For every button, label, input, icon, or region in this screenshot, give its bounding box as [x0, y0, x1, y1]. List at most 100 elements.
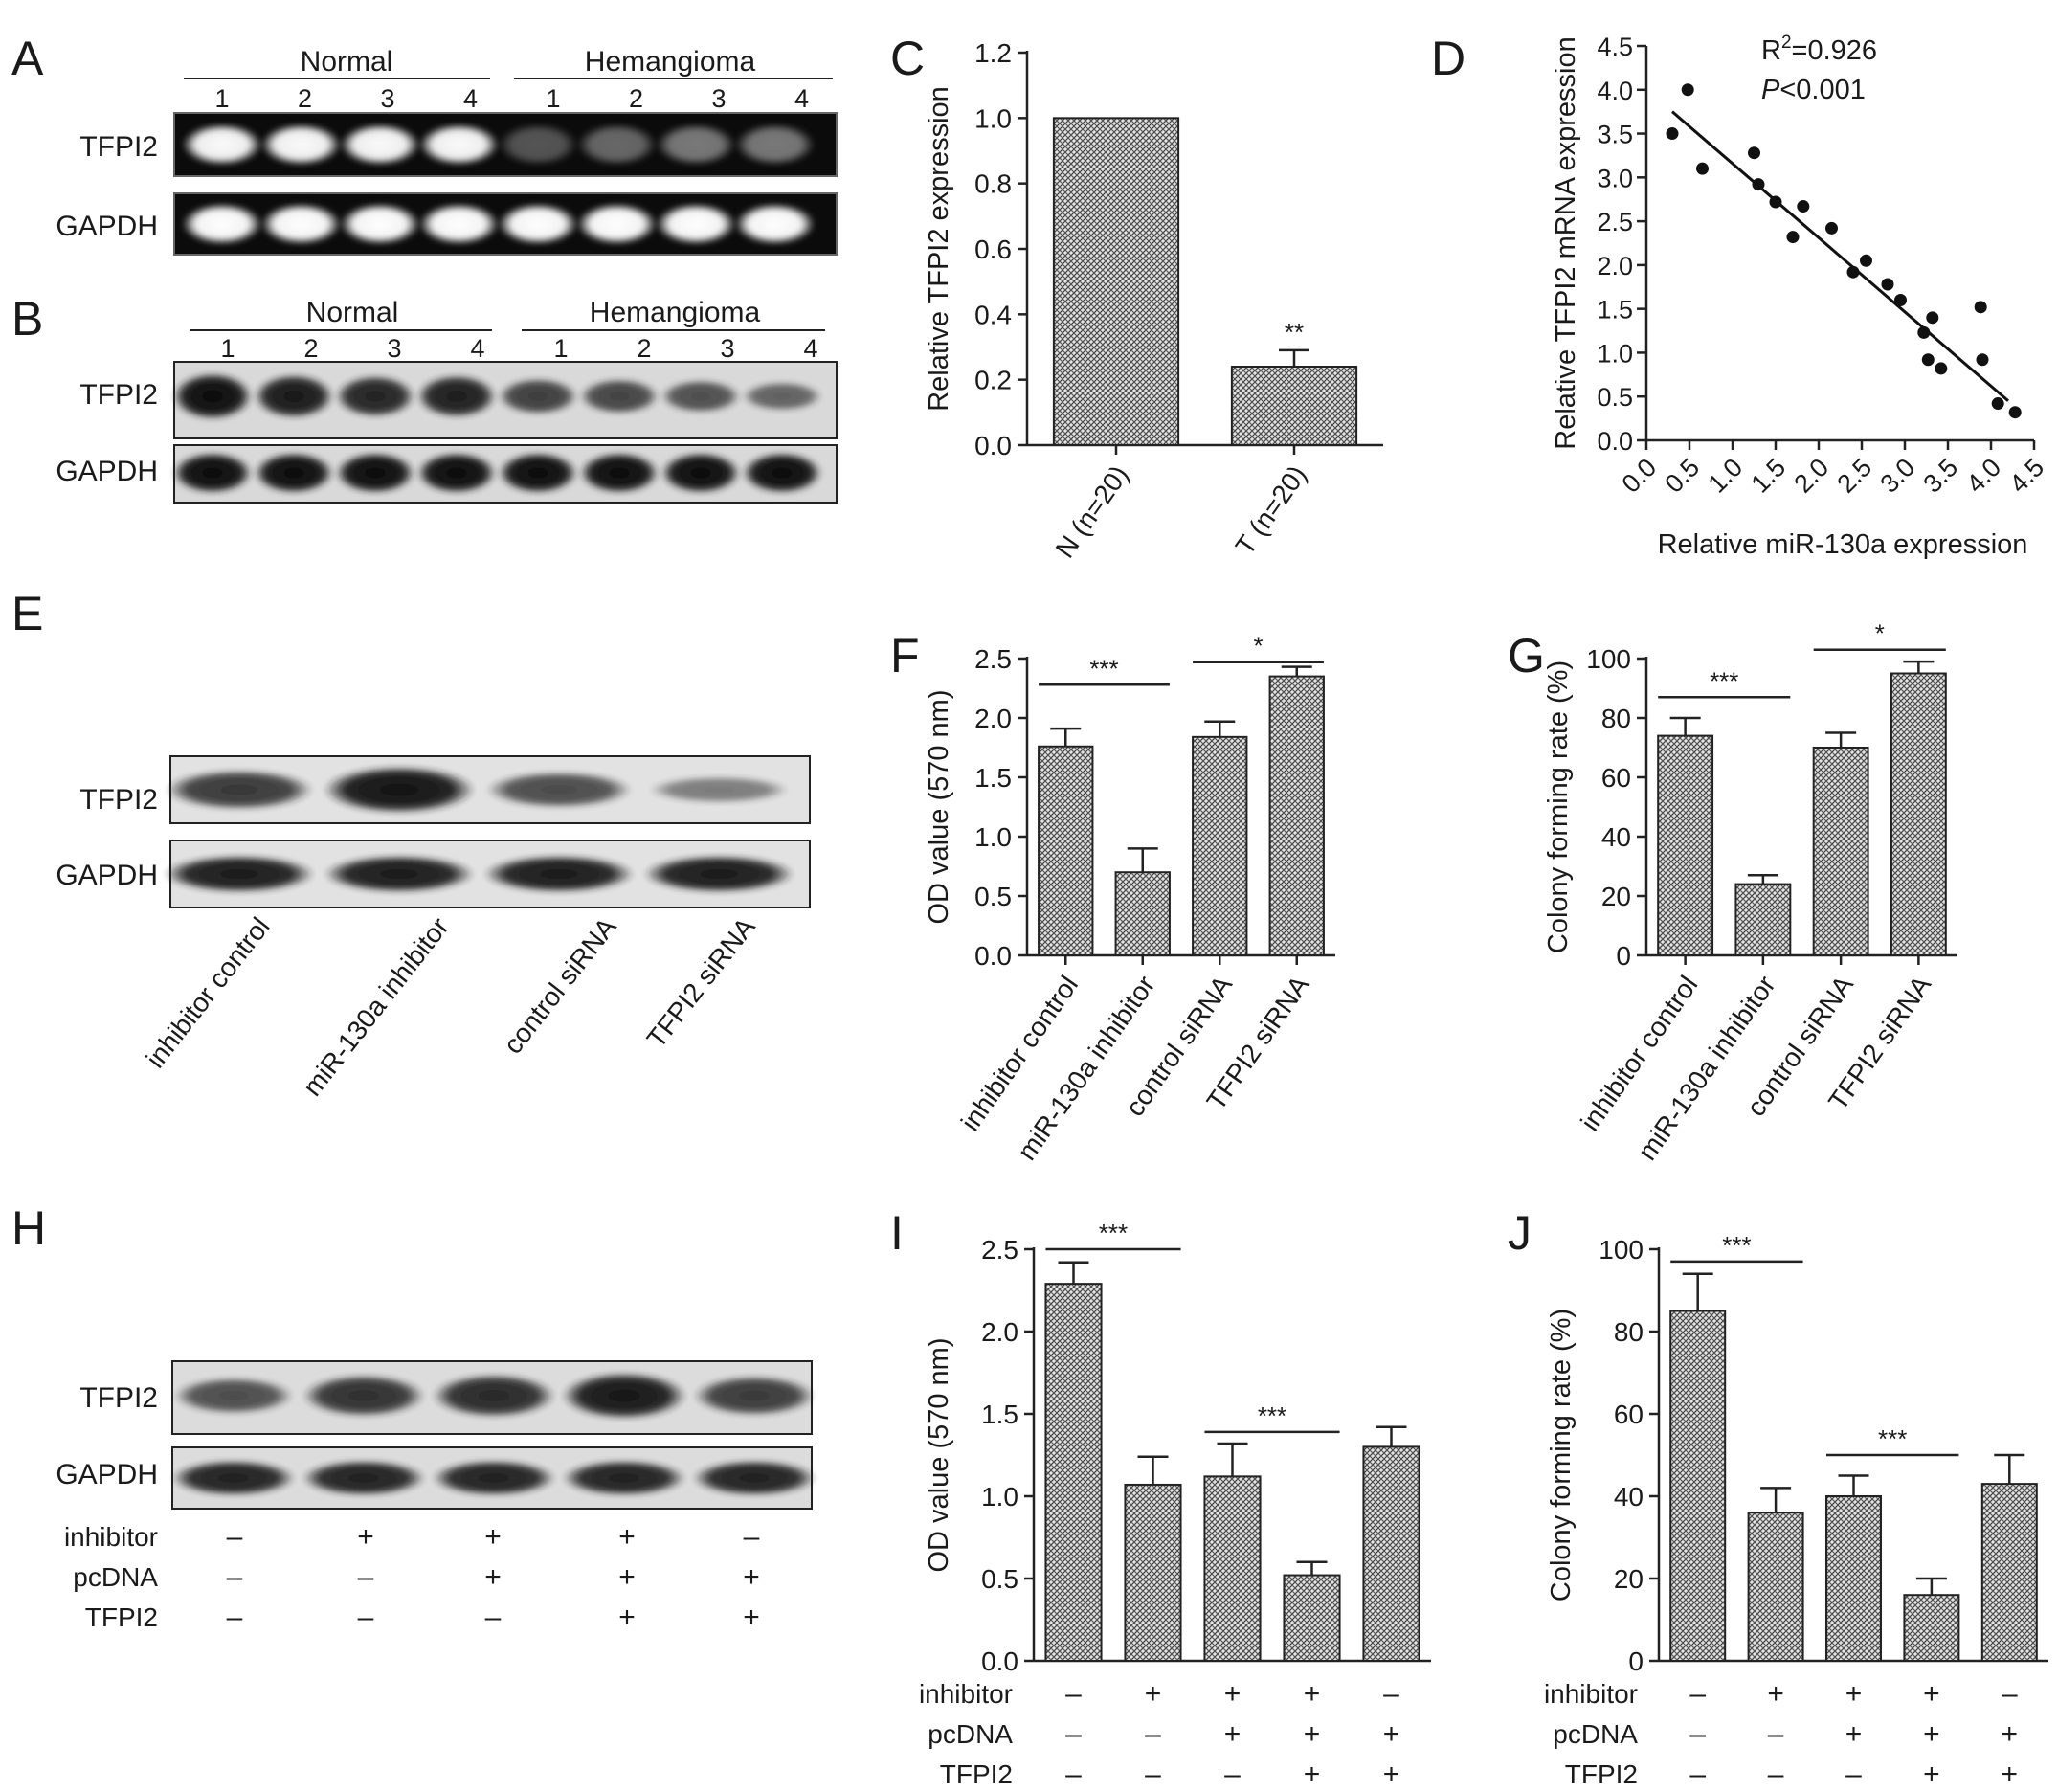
gel-a-band-0-4 — [498, 123, 578, 166]
gel-a-lane-6: 3 — [711, 84, 726, 113]
gel-a-band-1-2 — [340, 203, 420, 245]
chart-d-xtick-label-1: 0.5 — [1659, 453, 1705, 499]
chartF-bracket-text-1: * — [1253, 632, 1263, 661]
chartG-ytick-label-5: 100 — [1586, 644, 1631, 674]
blot-b-band-0-0 — [172, 372, 253, 420]
blot-h-treat-mark-0-0: – — [227, 1521, 243, 1553]
chartG-ytick-label-3: 60 — [1601, 763, 1631, 793]
panel-letter-i: I — [890, 1206, 904, 1260]
chartJ-ylabel: Colony forming rate (%) — [1546, 1309, 1577, 1602]
blot-b-lane-6: 3 — [720, 334, 734, 363]
blot-h-treat-mark-1-4: + — [743, 1561, 760, 1593]
panel-letter-d: D — [1431, 32, 1465, 85]
blot-e-band-0-3 — [649, 775, 789, 804]
chart-d-point-2 — [1696, 162, 1709, 175]
chart-d-ytick-label-4: 2.0 — [1597, 252, 1633, 280]
chart-d-point-1 — [1681, 83, 1694, 97]
chartG-bar-0 — [1657, 734, 1714, 956]
panel-letter-h: H — [11, 1201, 46, 1255]
chartI-bar-4 — [1362, 1445, 1420, 1663]
blot-b-band-0-7 — [742, 381, 822, 412]
blot-b-band-0-6 — [660, 379, 741, 414]
chartI-bracket-text-0: *** — [1099, 1219, 1128, 1247]
gel-a-band-0-7 — [734, 123, 816, 166]
chart-d-ytick-label-3: 1.5 — [1597, 296, 1633, 325]
chartJ-treat-mark-1-2: + — [1845, 1718, 1863, 1750]
chartJ-treat-mark-1-0: – — [1689, 1718, 1706, 1750]
chartC-category-0: N (n=20) — [1050, 460, 1134, 564]
chartI-treat-mark-0-3: + — [1304, 1678, 1321, 1710]
blot-e-lane-label-1: miR-130a inhibitor — [297, 912, 454, 1102]
chartG-ylabel: Colony forming rate (%) — [1543, 661, 1574, 953]
blot-h-band-0-4 — [693, 1375, 816, 1417]
chartG-ytick-label-4: 80 — [1601, 704, 1631, 733]
blot-h-band-0-1 — [302, 1374, 425, 1418]
chartF-ytick-label-4: 2.0 — [974, 704, 1012, 733]
panel-b-blot: Normal Hemangioma 1 2 3 4 1 2 3 4 TFPI2 GAPDH — [56, 297, 838, 504]
chartF-ytick-label-3: 1.5 — [974, 763, 1012, 793]
gel-a-band-0-3 — [418, 123, 500, 166]
blot-b-lane-3: 4 — [470, 334, 484, 363]
chartG-ytick-label-0: 0 — [1616, 941, 1631, 971]
chart-d-point-12 — [1894, 294, 1907, 307]
chart-d-point-7 — [1797, 200, 1810, 213]
chartJ-treat-mark-2-4: + — [2002, 1758, 2019, 1790]
chart-d-xtick-label-3: 1.5 — [1745, 453, 1791, 499]
blot-h-treat-mark-0-1: + — [357, 1521, 374, 1553]
blot-b-band-1-7 — [742, 452, 822, 494]
blot-b-lane-5: 2 — [637, 334, 651, 363]
chartF-bar-1 — [1114, 871, 1171, 957]
chartI-treat-mark-1-0: – — [1065, 1718, 1082, 1750]
chartJ-bracket-text-1: *** — [1878, 1424, 1907, 1453]
chart-d-ytick-label-2: 1.0 — [1597, 339, 1633, 368]
blot-b-band-1-5 — [579, 452, 660, 494]
blot-b-band-0-5 — [579, 378, 660, 414]
chartI-treat-label-0: inhibitor — [919, 1679, 1013, 1709]
blot-h-band-1-0 — [171, 1460, 296, 1496]
gel-a-band-1-5 — [576, 203, 658, 245]
blot-h-bands — [171, 1372, 816, 1496]
chartI-ytick-label-2: 1.0 — [981, 1482, 1018, 1512]
chart-d-ytick-label-1: 0.5 — [1597, 383, 1633, 412]
chartI-treat-label-2: TFPI2 — [940, 1759, 1013, 1789]
chartG-ytick-label-2: 40 — [1601, 822, 1631, 852]
chartI-treat-mark-2-3: + — [1304, 1758, 1321, 1790]
panel-letter-g: G — [1508, 629, 1545, 683]
chart-d-xtick-label-2: 1.0 — [1702, 453, 1748, 499]
chart-d-ylabel: Relative TFPI2 mRNA expression — [1551, 36, 1581, 449]
chart-d-p-label: P<0.001 — [1761, 75, 1866, 105]
blot-h-treat-mark-1-3: + — [618, 1561, 636, 1593]
chart-d-ytick-label-8: 4.0 — [1597, 77, 1633, 105]
gel-a-lane-4: 1 — [546, 84, 560, 113]
chart-d-point-18 — [1976, 353, 1989, 367]
chartF-bar-0 — [1038, 745, 1094, 957]
gel-a-band-0-6 — [656, 123, 736, 166]
chartG-ytick-label-1: 20 — [1601, 882, 1631, 911]
chartF-bar-3 — [1268, 675, 1325, 956]
chartI-bar-0 — [1044, 1283, 1103, 1662]
chart-d-point-5 — [1769, 195, 1782, 209]
chartJ-treat-mark-0-0: – — [1689, 1678, 1706, 1710]
chartI-treat-mark-0-2: + — [1224, 1678, 1242, 1710]
chart-d-point-3 — [1748, 146, 1760, 160]
gel-a-band-1-3 — [418, 203, 500, 245]
chart-d-p-value: <0.001 — [1779, 75, 1866, 105]
chart-d-scatter: 0.00.51.01.52.02.53.03.54.04.50.00.51.01… — [1551, 33, 2049, 560]
chartC-bar-0 — [1052, 117, 1180, 446]
blot-h-band-0-3 — [561, 1372, 687, 1420]
chart-d-point-14 — [1921, 353, 1935, 367]
blot-e-band-1-2 — [483, 855, 635, 893]
gel-a-band-1-6 — [656, 203, 736, 245]
panel-letter-e: E — [11, 587, 43, 640]
gel-a-lane-7: 4 — [794, 84, 809, 113]
blot-b-lane-0: 1 — [220, 334, 235, 363]
chartI-bar-3 — [1283, 1574, 1341, 1663]
blot-b-band-0-4 — [498, 377, 578, 415]
blot-h-treat-mark-2-0: – — [227, 1602, 243, 1633]
chart-d-point-19 — [1991, 397, 2004, 411]
blot-b-lane-4: 1 — [553, 334, 568, 363]
chartI-treat-mark-0-1: + — [1145, 1678, 1162, 1710]
chartC-ytick-label-0: 0.0 — [974, 431, 1012, 460]
blot-b-band-1-4 — [498, 452, 578, 494]
